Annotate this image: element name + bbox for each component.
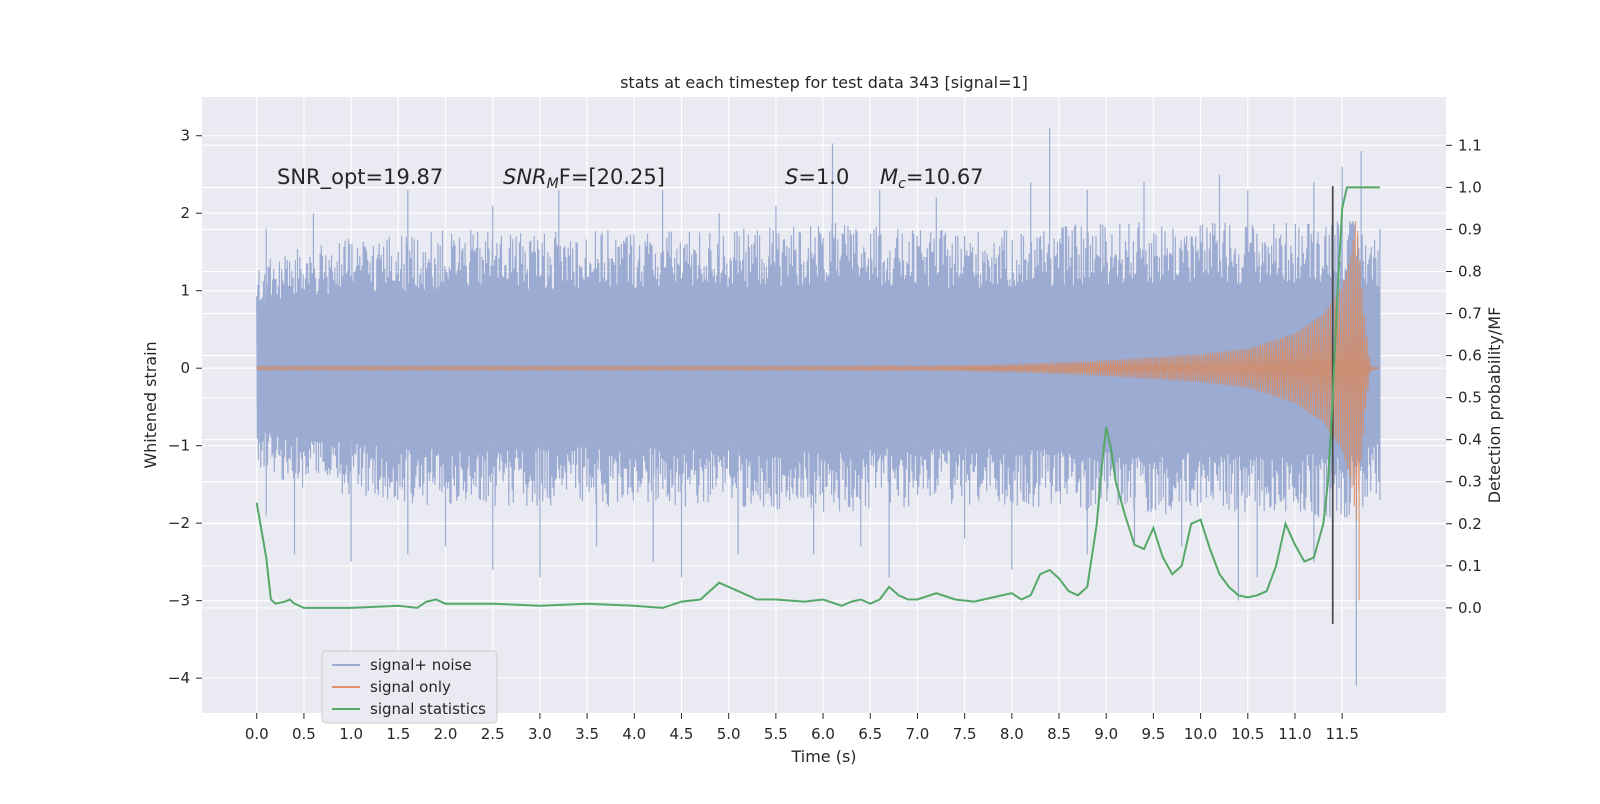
x-tick-label: 2.5: [481, 725, 505, 743]
legend-label: signal statistics: [370, 700, 486, 718]
x-tick-label: 2.0: [434, 725, 458, 743]
x-tick-label: 9.5: [1141, 725, 1165, 743]
x-axis-label: Time (s): [790, 747, 856, 766]
annotation-s-symbol: S: [785, 165, 798, 189]
x-tick-label: 3.0: [528, 725, 552, 743]
y-tick-label: 0: [180, 359, 190, 377]
series-signal-noise: [256, 128, 1381, 686]
right-tick-label: 0.0: [1458, 599, 1482, 617]
annotation-mc-value: =10.67: [906, 165, 984, 189]
annotation-mc-subscript: c: [898, 176, 906, 192]
series-signal-only: [256, 220, 1380, 601]
right-tick-label: 0.9: [1458, 220, 1482, 238]
legend-label: signal only: [370, 678, 451, 696]
right-tick-label: 0.6: [1458, 347, 1482, 365]
annotation-mc: Mc=10.67: [880, 165, 984, 192]
right-tick-label: 0.2: [1458, 515, 1482, 533]
annotation-snr-mf: SNRMF=[20.25]: [503, 165, 665, 192]
annotation-snr-opt: SNR_opt=19.87: [277, 165, 443, 190]
legend-label: signal+ noise: [370, 656, 472, 674]
right-tick-label: 0.7: [1458, 305, 1482, 323]
right-y-axis-label: Detection probability/MF: [1485, 307, 1504, 504]
right-tick-label: 0.5: [1458, 389, 1482, 407]
x-tick-label: 8.0: [1000, 725, 1024, 743]
right-tick-label: 1.1: [1458, 136, 1482, 154]
series-signal-statistics: [255, 186, 1380, 609]
x-tick-label: 6.5: [858, 725, 882, 743]
y-tick-label: 3: [180, 127, 190, 145]
right-tick-label: 0.1: [1458, 557, 1482, 575]
annotation-snr-mf-symbol: SNR: [503, 165, 547, 189]
x-tick-label: 11.0: [1278, 725, 1311, 743]
x-tick-label: 7.0: [906, 725, 930, 743]
annotation-mc-symbol: M: [880, 165, 898, 189]
right-tick-label: 0.3: [1458, 473, 1482, 491]
y-tick-label: −4: [168, 669, 190, 687]
annotation-snr-mf-subscript: M: [547, 176, 559, 192]
x-tick-label: 8.5: [1047, 725, 1071, 743]
x-tick-label: 1.5: [386, 725, 410, 743]
x-tick-label: 6.0: [811, 725, 835, 743]
x-tick-label: 0.5: [292, 725, 316, 743]
x-tick-label: 5.0: [717, 725, 741, 743]
annotation-s: S=1.0: [785, 165, 849, 189]
annotation-s-value: =1.0: [798, 165, 849, 189]
x-tick-label: 10.0: [1184, 725, 1217, 743]
x-tick-label: 10.5: [1231, 725, 1264, 743]
y-tick-label: −1: [168, 437, 190, 455]
x-tick-label: 3.5: [575, 725, 599, 743]
y-axis-label: Whitened strain: [141, 341, 160, 468]
x-tick-label: 11.5: [1325, 725, 1358, 743]
x-tick-label: 9.0: [1094, 725, 1118, 743]
annotation-snr-mf-value: F=[20.25]: [559, 165, 665, 189]
x-tick-label: 0.0: [245, 725, 269, 743]
y-tick-label: 1: [180, 282, 190, 300]
x-tick-label: 7.5: [953, 725, 977, 743]
x-tick-label: 4.0: [622, 725, 646, 743]
y-tick-label: 2: [180, 204, 190, 222]
y-tick-label: −3: [168, 592, 190, 610]
right-tick-label: 0.8: [1458, 262, 1482, 280]
right-tick-label: 0.4: [1458, 431, 1482, 449]
x-tick-label: 5.5: [764, 725, 788, 743]
right-tick-label: 1.0: [1458, 178, 1482, 196]
chart-title: stats at each timestep for test data 343…: [620, 73, 1028, 92]
x-tick-label: 1.0: [339, 725, 363, 743]
legend-box: [321, 650, 498, 724]
y-tick-label: −2: [168, 514, 190, 532]
x-tick-label: 4.5: [670, 725, 694, 743]
